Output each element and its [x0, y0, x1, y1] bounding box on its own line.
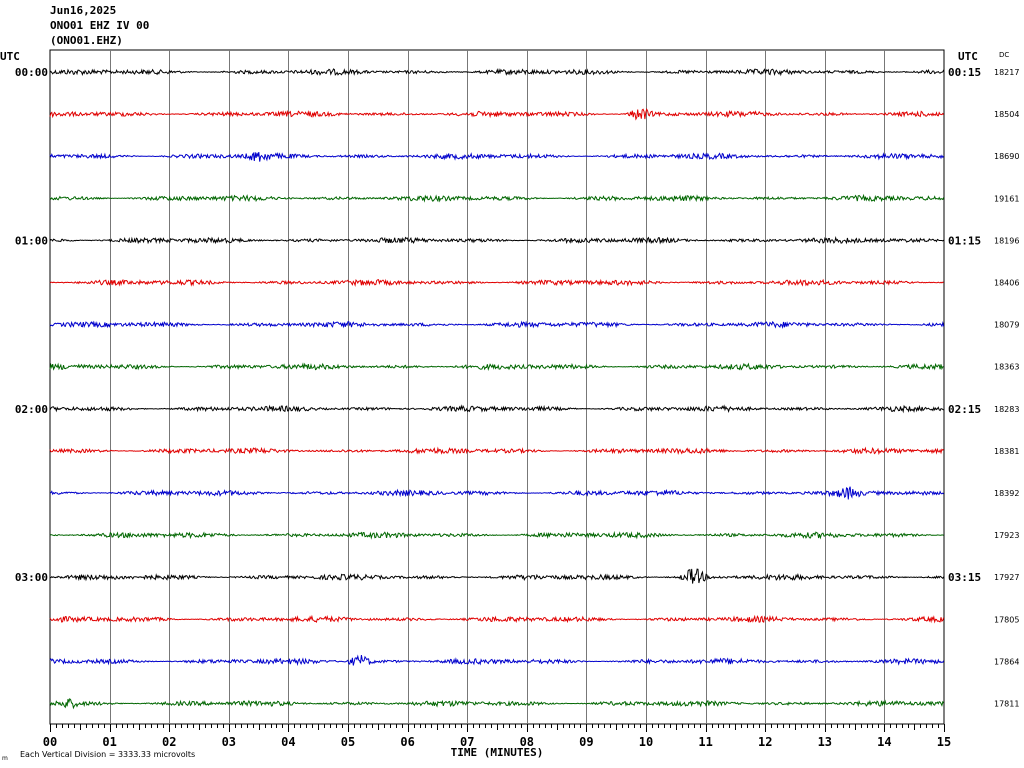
trace-row-6: [49, 320, 945, 330]
row-dc-value: 17864: [994, 657, 1019, 666]
row-dc-value: 18196: [994, 236, 1019, 245]
trace-row-9: [49, 446, 945, 456]
trace-row-7: [49, 362, 944, 372]
row-dc-value: 18690: [994, 152, 1019, 161]
row-dc-value: 18504: [994, 110, 1019, 119]
row-dc-value: 18363: [994, 363, 1019, 372]
trace-row-11: [49, 530, 944, 540]
row-dc-value: 17927: [994, 573, 1019, 582]
trace-row-13: [49, 614, 945, 624]
x-axis-title: TIME (MINUTES): [451, 746, 544, 759]
trace-row-0: [49, 67, 945, 77]
row-end-time: 01:15: [948, 234, 981, 247]
row-dc-value: 18406: [994, 279, 1019, 288]
trace-row-10: [49, 486, 945, 500]
trace-row-4: [49, 235, 945, 245]
x-tick-label: 15: [937, 735, 951, 749]
x-tick-label: 14: [877, 735, 891, 749]
x-tick-label: 12: [758, 735, 772, 749]
x-tick-label: 01: [102, 735, 116, 749]
row-end-time: 03:15: [948, 571, 981, 584]
trace-row-2: [49, 151, 945, 162]
x-tick-label: 02: [162, 735, 176, 749]
row-start-time: 03:00: [15, 571, 48, 584]
station-id: ONO01 EHZ IV 00: [50, 19, 150, 32]
right-utc-label: UTC: [958, 50, 978, 63]
row-dc-value: 18381: [994, 447, 1019, 456]
row-dc-value: 19161: [994, 194, 1019, 203]
row-dc-value: 17805: [994, 615, 1019, 624]
row-start-time: 01:00: [15, 234, 48, 247]
trace-row-14: [49, 654, 945, 667]
x-tick-label: 05: [341, 735, 355, 749]
row-dc-value: 18217: [994, 68, 1019, 77]
x-tick-label: 00: [43, 735, 57, 749]
row-dc-value: 18079: [994, 321, 1019, 330]
row-end-time: 00:15: [948, 66, 981, 79]
x-tick-label: 09: [579, 735, 593, 749]
scale-note: Each Vertical Division = 3333.33 microvo…: [20, 750, 195, 759]
row-dc-value: 17811: [994, 700, 1019, 709]
row-start-time: 02:00: [15, 403, 48, 416]
plot-frame: [49, 49, 945, 725]
left-utc-label: UTC: [0, 50, 20, 63]
row-dc-value: 18283: [994, 405, 1019, 414]
trace-row-12: [49, 568, 945, 584]
row-dc-value: 18392: [994, 489, 1019, 498]
x-tick-label: 11: [698, 735, 712, 749]
channel-id: (ONO01.EHZ): [50, 34, 123, 47]
x-tick-label: 07: [460, 735, 474, 749]
trace-row-5: [49, 278, 944, 287]
record-date: Jun16,2025: [50, 4, 117, 17]
row-start-time: 00:00: [15, 66, 48, 79]
trace-row-1: [49, 108, 945, 121]
dc-label: DC: [999, 51, 1009, 59]
row-end-time: 02:15: [948, 403, 981, 416]
x-tick-label: 13: [818, 735, 832, 749]
trace-row-3: [49, 193, 945, 203]
x-tick-label: 04: [281, 735, 295, 749]
x-tick-label: 10: [639, 735, 653, 749]
corner-mark: m: [2, 755, 8, 762]
trace-row-15: [49, 697, 945, 710]
row-dc-value: 17923: [994, 531, 1019, 540]
x-tick-label: 06: [400, 735, 414, 749]
trace-row-8: [49, 404, 944, 414]
x-tick-label: 08: [520, 735, 534, 749]
x-tick-label: 03: [222, 735, 236, 749]
